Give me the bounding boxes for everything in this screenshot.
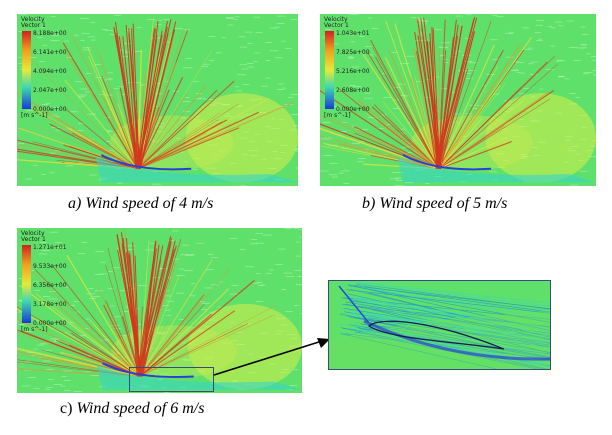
legend-tick: 0.000e+00 xyxy=(33,106,67,113)
legend-tick: 1.271e+01 xyxy=(33,244,67,251)
caption-a: a) Wind speed of 4 m/s xyxy=(68,195,213,213)
inset-wake xyxy=(363,319,550,361)
legend-title: Vector 1 xyxy=(21,22,46,29)
legend-unit: [m s^-1] xyxy=(21,112,48,119)
colorbar xyxy=(22,31,31,109)
boundary-layer xyxy=(397,156,596,183)
legend-tick: 2.047e+00 xyxy=(33,87,67,94)
caption-b: b) Wind speed of 5 m/s xyxy=(362,195,507,213)
peak-velocity-spikes xyxy=(113,19,177,169)
zoom-region-box xyxy=(129,367,214,392)
legend-tick: 2.608e+00 xyxy=(336,87,370,94)
blade-surface xyxy=(102,362,194,379)
blade-surface xyxy=(100,154,192,171)
caption-c: c) Wind speed of 6 m/s xyxy=(60,400,204,418)
legend-unit: [m s^-1] xyxy=(324,112,351,119)
legend-tick: 8.188e+00 xyxy=(33,30,67,37)
legend-title: Velocity xyxy=(21,16,45,23)
legend-tick: 7.825e+00 xyxy=(336,49,370,56)
caption-c-text: Wind speed of 6 m/s xyxy=(76,400,205,417)
peak-velocity-spikes xyxy=(414,16,478,169)
cfd-panel-c: Velocity Vector 1 1.271e+01 9.533e+00 6.356e… xyxy=(17,228,302,393)
legend-tick: 4.094e+00 xyxy=(33,68,67,75)
caption-a-text: Wind speed of 4 m/s xyxy=(85,195,214,212)
colorbar xyxy=(325,31,334,109)
zoom-arrow xyxy=(213,338,330,376)
legend-tick: 6.141e+00 xyxy=(33,49,67,56)
caption-c-prefix: c) xyxy=(60,400,73,417)
boundary-layer xyxy=(96,364,302,390)
caption-b-prefix: b) xyxy=(362,195,376,212)
legend-unit: [m s^-1] xyxy=(21,326,48,333)
caption-a-prefix: a) xyxy=(68,195,82,212)
legend-tick: 3.178e+00 xyxy=(33,301,67,308)
legend-title: Velocity xyxy=(324,16,348,23)
zoomed-blade-view xyxy=(329,281,550,369)
legend-tick: 0.000e+00 xyxy=(336,106,370,113)
blade-surface xyxy=(402,154,492,171)
cfd-panel-b: Velocity Vector 1 1.043e+01 7.825e+00 5.216e… xyxy=(320,14,596,186)
legend-tick: 0.000e+00 xyxy=(33,320,67,327)
legend-tick: 9.533e+00 xyxy=(33,263,67,270)
legend-title: Vector 1 xyxy=(21,236,46,243)
legend-tick: 6.356e+00 xyxy=(33,282,67,289)
airfoil-outline xyxy=(368,320,505,350)
zoom-inset xyxy=(328,280,551,370)
legend-tick: 5.216e+00 xyxy=(336,68,370,75)
legend-tick: 1.043e+01 xyxy=(336,30,370,37)
colorbar xyxy=(22,245,31,323)
legend-title: Velocity xyxy=(21,230,45,237)
boundary-layer xyxy=(95,156,298,183)
caption-b-text: Wind speed of 5 m/s xyxy=(379,195,508,212)
legend-title: Vector 1 xyxy=(324,22,349,29)
cfd-panel-a: Velocity Vector 1 8.188e+00 6.141e+00 4.094e… xyxy=(17,14,298,186)
peak-velocity-spikes xyxy=(116,232,177,377)
